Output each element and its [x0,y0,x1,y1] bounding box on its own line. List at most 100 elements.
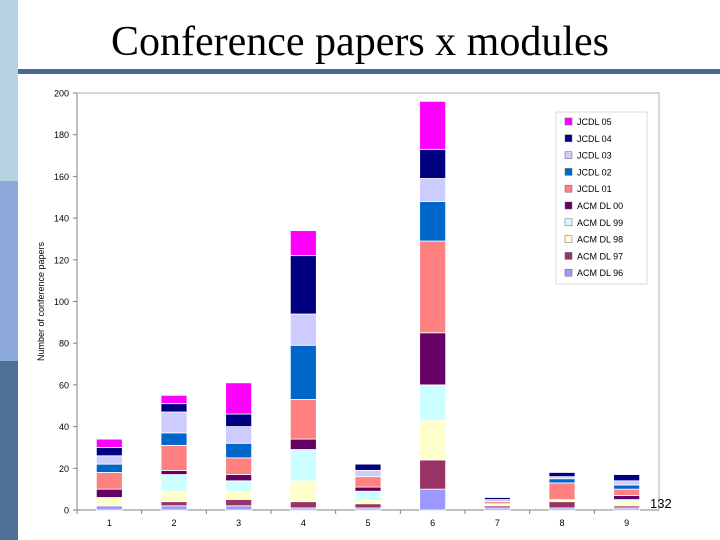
legend-swatch-acm-dl-98 [564,235,573,243]
x-tick-label: 6 [430,518,435,528]
bar-segment-acm-dl-98-cat-9 [613,501,641,507]
x-tick-label: 9 [624,518,629,528]
bar-segment-jcdl-05-cat-2 [160,394,188,405]
y-tick-label: 20 [59,464,69,474]
bar-segment-jcdl-03-cat-2 [160,411,188,434]
bar-segment-acm-dl-00-cat-9 [613,495,641,500]
bar-segment-jcdl-01-cat-4 [289,399,317,440]
bar-segment-jcdl-02-cat-1 [95,463,123,473]
bar-segment-jcdl-04-cat-8 [548,472,576,478]
bar-segment-acm-dl-99-cat-4 [289,449,317,482]
legend-swatch-acm-dl-97 [564,252,573,260]
bar-segment-jcdl-01-cat-3 [225,457,253,475]
y-axis-label: Number of conference papers [36,241,46,361]
bar-segment-jcdl-01-cat-2 [160,444,188,471]
legend-swatch-acm-dl-00 [564,201,573,210]
bar-segment-jcdl-01-cat-6 [419,240,447,334]
bar-segment-acm-dl-99-cat-3 [225,480,253,492]
bar-segment-jcdl-04-cat-3 [225,413,253,427]
legend-label: JCDL 04 [577,134,612,144]
slide-title: Conference papers x modules [111,19,609,65]
y-tick-label: 0 [64,506,69,516]
x-tick-label: 1 [107,518,112,528]
y-tick-label: 140 [54,214,69,224]
y-tick-label: 160 [54,172,69,182]
bar-segment-jcdl-03-cat-5 [354,469,382,478]
bar-segment-acm-dl-99-cat-2 [160,474,188,492]
bar-segment-jcdl-01-cat-8 [548,482,576,500]
bar-segment-jcdl-03-cat-9 [613,480,641,486]
bar-segment-jcdl-05-cat-1 [95,438,123,448]
legend-label: ACM DL 99 [577,218,623,228]
x-tick-label: 3 [236,518,241,528]
legend-swatch-acm-dl-96 [564,268,573,277]
bar-segment-jcdl-03-cat-4 [289,313,317,346]
bar-segment-jcdl-01-cat-5 [354,476,382,488]
x-tick-label: 8 [559,518,564,528]
legend-label: ACM DL 97 [577,251,623,261]
bar-segment-acm-dl-96-cat-2 [160,505,188,511]
x-tick-label: 4 [301,518,306,528]
y-tick-label: 60 [59,380,69,390]
bar-segment-acm-dl-98-cat-3 [225,490,253,500]
legend-label: JCDL 05 [577,117,612,127]
legend-swatch-jcdl-02 [564,168,573,176]
bar-segment-jcdl-02-cat-8 [548,478,576,484]
page-number: 132 [650,496,672,511]
bar-segment-acm-dl-00-cat-4 [289,438,317,450]
legend-swatch-jcdl-03 [564,151,573,159]
y-tick-label: 100 [54,297,69,307]
bar-segment-jcdl-03-cat-1 [95,455,123,465]
bar-segment-acm-dl-98-cat-5 [354,499,382,505]
bar-segment-jcdl-04-cat-5 [354,463,382,471]
bar-segment-jcdl-04-cat-1 [95,447,123,457]
bar-segment-acm-dl-97-cat-3 [225,499,253,507]
legend-swatch-jcdl-05 [564,117,573,126]
bar-segment-jcdl-03-cat-3 [225,426,253,444]
bar-segment-acm-dl-98-cat-1 [95,497,123,507]
bar-segment-acm-dl-99-cat-5 [354,490,382,500]
x-tick-label: 5 [365,518,370,528]
bar-segment-acm-dl-00-cat-1 [95,488,123,498]
legend-label: JCDL 03 [577,151,612,161]
bar-segment-acm-dl-97-cat-6 [419,459,447,490]
bar-segment-acm-dl-00-cat-6 [419,332,447,386]
legend-label: JCDL 01 [577,184,612,194]
bar-segment-jcdl-02-cat-3 [225,442,253,459]
bar-segment-jcdl-02-cat-6 [419,201,447,242]
x-tick-label: 7 [495,518,500,528]
legend-label: ACM DL 98 [577,235,623,245]
bar-segment-jcdl-01-cat-9 [613,488,641,496]
bar-segment-acm-dl-96-cat-3 [225,505,253,511]
title-rule [18,69,720,74]
y-tick-label: 120 [54,255,69,265]
bar-segment-jcdl-05-cat-6 [419,100,447,150]
bar-segment-jcdl-02-cat-9 [613,484,641,490]
legend-swatch-acm-dl-99 [564,218,573,227]
bar-segment-acm-dl-98-cat-2 [160,490,188,503]
bar-segment-jcdl-04-cat-9 [613,474,641,482]
y-tick-label: 180 [54,130,69,140]
side-band-top [0,0,18,181]
bar-segment-acm-dl-99-cat-6 [419,384,447,421]
bar-segment-acm-dl-00-cat-5 [354,486,382,492]
bar-segment-acm-dl-97-cat-5 [354,503,382,509]
x-tick-label: 2 [171,518,176,528]
bar-segment-jcdl-02-cat-2 [160,432,188,446]
legend-swatch-jcdl-01 [564,184,573,193]
bar-segment-acm-dl-00-cat-2 [160,469,188,475]
bar-segment-acm-dl-97-cat-2 [160,501,188,507]
bar-segment-acm-dl-97-cat-8 [548,501,576,509]
bar-segment-jcdl-02-cat-4 [289,344,317,400]
bar-segment-jcdl-03-cat-6 [419,178,447,202]
bar-segment-jcdl-01-cat-1 [95,472,123,490]
bar-segment-acm-dl-97-cat-4 [289,501,317,509]
bar-segment-acm-dl-00-cat-3 [225,474,253,482]
y-tick-label: 200 [54,89,69,99]
bar-segment-jcdl-04-cat-6 [419,148,447,179]
bar-segment-jcdl-04-cat-2 [160,403,188,413]
bar-segment-acm-dl-98-cat-6 [419,419,447,461]
legend-label: ACM DL 00 [577,201,623,211]
bar-segment-jcdl-04-cat-7 [483,497,511,500]
